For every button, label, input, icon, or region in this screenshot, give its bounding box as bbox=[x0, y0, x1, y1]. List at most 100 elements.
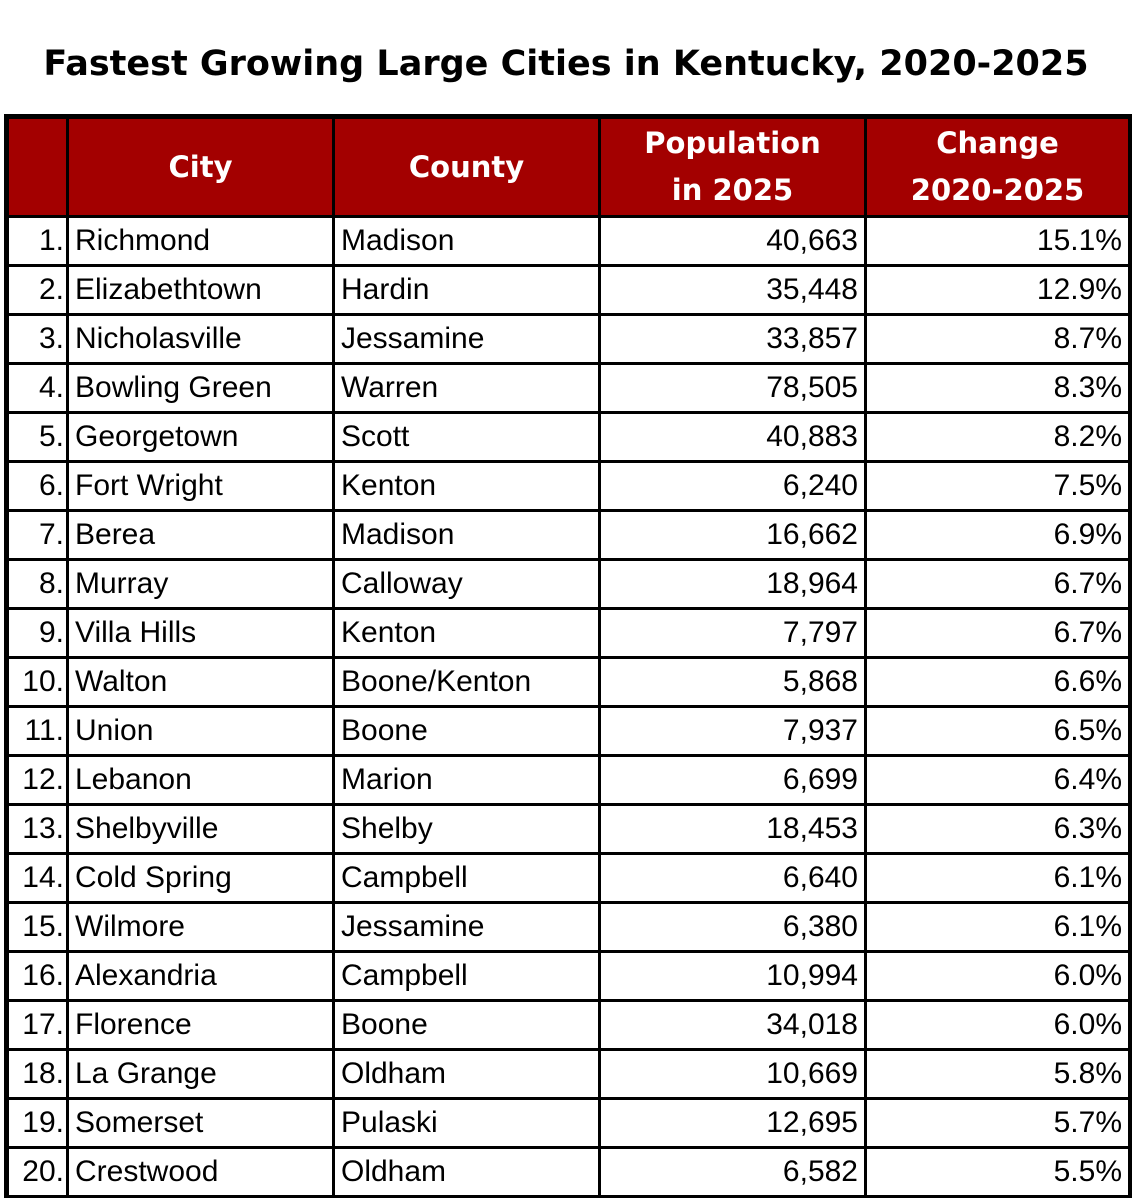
change-cell: 6.7% bbox=[864, 558, 1132, 610]
population-cell: 10,669 bbox=[598, 1048, 867, 1100]
population-cell: 6,699 bbox=[598, 754, 867, 806]
data-table: City County Population in 2025 Change 20… bbox=[4, 114, 1132, 1198]
county-cell: Campbell bbox=[332, 950, 601, 1002]
table-row: 19. Somerset Pulaski 12,695 5.7% bbox=[4, 1097, 1132, 1149]
table-row: 18. La Grange Oldham 10,669 5.8% bbox=[4, 1048, 1132, 1100]
city-cell: Alexandria bbox=[66, 950, 335, 1002]
change-cell: 5.5% bbox=[864, 1146, 1132, 1198]
county-cell: Shelby bbox=[332, 803, 601, 855]
table-row: 8. Murray Calloway 18,964 6.7% bbox=[4, 558, 1132, 610]
county-cell: Kenton bbox=[332, 607, 601, 659]
county-cell: Boone bbox=[332, 999, 601, 1051]
population-cell: 5,868 bbox=[598, 656, 867, 708]
table-row: 15. Wilmore Jessamine 6,380 6.1% bbox=[4, 901, 1132, 953]
city-cell: Bowling Green bbox=[66, 362, 335, 414]
rank-cell: 2. bbox=[4, 264, 69, 316]
rank-cell: 7. bbox=[4, 509, 69, 561]
table-row: 5. Georgetown Scott 40,883 8.2% bbox=[4, 411, 1132, 463]
city-cell: Richmond bbox=[66, 215, 335, 267]
change-cell: 15.1% bbox=[864, 215, 1132, 267]
rank-cell: 1. bbox=[4, 215, 69, 267]
table-row: 3. Nicholasville Jessamine 33,857 8.7% bbox=[4, 313, 1132, 365]
change-cell: 8.3% bbox=[864, 362, 1132, 414]
county-cell: Jessamine bbox=[332, 901, 601, 953]
table-row: 2. Elizabethtown Hardin 35,448 12.9% bbox=[4, 264, 1132, 316]
city-cell: Shelbyville bbox=[66, 803, 335, 855]
table-header: City County Population in 2025 Change 20… bbox=[4, 114, 1132, 218]
population-cell: 34,018 bbox=[598, 999, 867, 1051]
population-cell: 33,857 bbox=[598, 313, 867, 365]
header-population-line1: Population bbox=[644, 126, 821, 160]
header-rank bbox=[4, 114, 69, 218]
table-row: 12. Lebanon Marion 6,699 6.4% bbox=[4, 754, 1132, 806]
change-cell: 8.7% bbox=[864, 313, 1132, 365]
change-cell: 6.9% bbox=[864, 509, 1132, 561]
table-body: 1. Richmond Madison 40,663 15.1% 2. Elizabetht… bbox=[4, 215, 1132, 1198]
county-cell: Oldham bbox=[332, 1048, 601, 1100]
city-cell: Elizabethtown bbox=[66, 264, 335, 316]
rank-cell: 8. bbox=[4, 558, 69, 610]
city-cell: Wilmore bbox=[66, 901, 335, 953]
city-cell: Murray bbox=[66, 558, 335, 610]
table-row: 4. Bowling Green Warren 78,505 8.3% bbox=[4, 362, 1132, 414]
county-cell: Pulaski bbox=[332, 1097, 601, 1149]
city-cell: Berea bbox=[66, 509, 335, 561]
rank-cell: 16. bbox=[4, 950, 69, 1002]
table-row: 9. Villa Hills Kenton 7,797 6.7% bbox=[4, 607, 1132, 659]
table-row: 1. Richmond Madison 40,663 15.1% bbox=[4, 215, 1132, 267]
header-population-line2: in 2025 bbox=[671, 173, 794, 207]
table-row: 7. Berea Madison 16,662 6.9% bbox=[4, 509, 1132, 561]
county-cell: Kenton bbox=[332, 460, 601, 512]
rank-cell: 11. bbox=[4, 705, 69, 757]
table-row: 20. Crestwood Oldham 6,582 5.5% bbox=[4, 1146, 1132, 1198]
population-cell: 18,453 bbox=[598, 803, 867, 855]
change-cell: 6.1% bbox=[864, 901, 1132, 953]
population-cell: 40,883 bbox=[598, 411, 867, 463]
data-table-container: City County Population in 2025 Change 20… bbox=[4, 114, 1132, 1198]
city-cell: Walton bbox=[66, 656, 335, 708]
population-cell: 7,797 bbox=[598, 607, 867, 659]
rank-cell: 6. bbox=[4, 460, 69, 512]
change-cell: 6.6% bbox=[864, 656, 1132, 708]
rank-cell: 17. bbox=[4, 999, 69, 1051]
city-cell: Fort Wright bbox=[66, 460, 335, 512]
change-cell: 6.5% bbox=[864, 705, 1132, 757]
county-cell: Hardin bbox=[332, 264, 601, 316]
rank-cell: 5. bbox=[4, 411, 69, 463]
county-cell: Campbell bbox=[332, 852, 601, 904]
city-cell: Crestwood bbox=[66, 1146, 335, 1198]
city-cell: Cold Spring bbox=[66, 852, 335, 904]
change-cell: 6.1% bbox=[864, 852, 1132, 904]
population-cell: 10,994 bbox=[598, 950, 867, 1002]
county-cell: Boone/Kenton bbox=[332, 656, 601, 708]
change-cell: 6.3% bbox=[864, 803, 1132, 855]
population-cell: 12,695 bbox=[598, 1097, 867, 1149]
rank-cell: 12. bbox=[4, 754, 69, 806]
change-cell: 7.5% bbox=[864, 460, 1132, 512]
table-row: 14. Cold Spring Campbell 6,640 6.1% bbox=[4, 852, 1132, 904]
county-cell: Calloway bbox=[332, 558, 601, 610]
header-change: Change 2020-2025 bbox=[864, 114, 1132, 218]
city-cell: Nicholasville bbox=[66, 313, 335, 365]
change-cell: 5.8% bbox=[864, 1048, 1132, 1100]
county-cell: Marion bbox=[332, 754, 601, 806]
population-cell: 78,505 bbox=[598, 362, 867, 414]
change-cell: 6.0% bbox=[864, 999, 1132, 1051]
population-cell: 35,448 bbox=[598, 264, 867, 316]
city-cell: Lebanon bbox=[66, 754, 335, 806]
rank-cell: 19. bbox=[4, 1097, 69, 1149]
header-change-line1: Change bbox=[936, 126, 1059, 160]
population-cell: 7,937 bbox=[598, 705, 867, 757]
chart-title: Fastest Growing Large Cities in Kentucky… bbox=[43, 44, 1089, 84]
population-cell: 6,240 bbox=[598, 460, 867, 512]
change-cell: 8.2% bbox=[864, 411, 1132, 463]
county-cell: Jessamine bbox=[332, 313, 601, 365]
population-cell: 16,662 bbox=[598, 509, 867, 561]
table-row: 16. Alexandria Campbell 10,994 6.0% bbox=[4, 950, 1132, 1002]
city-cell: Florence bbox=[66, 999, 335, 1051]
rank-cell: 13. bbox=[4, 803, 69, 855]
change-cell: 6.4% bbox=[864, 754, 1132, 806]
header-change-line2: 2020-2025 bbox=[910, 173, 1085, 207]
population-cell: 40,663 bbox=[598, 215, 867, 267]
change-cell: 6.7% bbox=[864, 607, 1132, 659]
